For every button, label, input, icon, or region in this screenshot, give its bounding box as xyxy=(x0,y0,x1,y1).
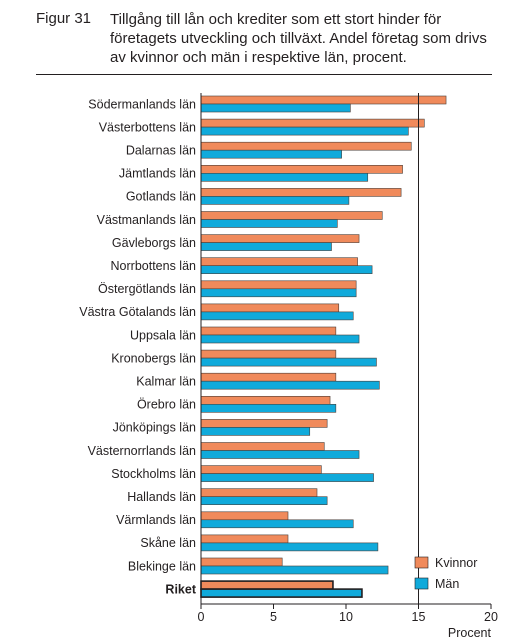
bar-man-gävleborgs-län xyxy=(200,242,332,251)
category-label-västra-götalands-län: Västra Götalands län xyxy=(79,305,196,319)
bar-kvinnor-norrbottens-län xyxy=(200,257,358,267)
category-label-västerbottens-län: Västerbottens län xyxy=(99,120,196,134)
category-label-stockholms-län: Stockholms län xyxy=(111,467,196,481)
category-label-örebro-län: Örebro län xyxy=(137,398,196,412)
bar-kvinnor-dalarnas-län xyxy=(200,141,412,151)
category-label-uppsala-län: Uppsala län xyxy=(130,328,196,342)
category-label-gotlands-län: Gotlands län xyxy=(126,190,196,204)
bar-kvinnor-västernorrlands-län xyxy=(200,442,325,451)
category-label-östergötlands-län: Östergötlands län xyxy=(98,282,196,296)
figure-label: Figur 31 xyxy=(36,10,92,27)
legend: Kvinnor Män xyxy=(414,556,477,591)
bar-man-stockholms-län xyxy=(200,473,374,482)
bar-man-västmanlands-län xyxy=(200,219,338,228)
bars xyxy=(200,95,447,598)
legend-swatch-kvinnor xyxy=(414,556,429,569)
bar-man-skåne-län xyxy=(200,542,379,552)
x-tick-label-10: 10 xyxy=(339,610,353,624)
category-labels: Södermanlands län Västerbottens län Dalarn… xyxy=(79,97,197,596)
category-label-riket: Riket xyxy=(165,582,196,596)
bar-man-kalmar-län xyxy=(200,380,380,390)
bar-man-norrbottens-län xyxy=(200,265,373,275)
category-label-västmanlands-län: Västmanlands län xyxy=(97,213,196,227)
bar-kvinnor-gotlands-län xyxy=(200,188,402,197)
legend-swatch-man xyxy=(414,577,429,590)
bar-kvinnor-södermanlands-län xyxy=(200,95,447,105)
bar-man-örebro-län xyxy=(200,403,337,413)
category-label-dalarnas-län: Dalarnas län xyxy=(126,143,196,157)
x-tick-label-5: 5 xyxy=(270,610,277,624)
bar-kvinnor-uppsala-län xyxy=(200,326,337,336)
bar-kvinnor-hallands-län xyxy=(200,488,318,498)
category-label-jämtlands-län: Jämtlands län xyxy=(119,167,196,181)
bar-man-västernorrlands-län xyxy=(200,450,360,459)
bar-kvinnor-riket xyxy=(200,580,334,590)
x-tick-label-20: 20 xyxy=(484,610,498,624)
category-label-kronobergs-län: Kronobergs län xyxy=(111,351,196,365)
category-label-kalmar-län: Kalmar län xyxy=(136,374,196,388)
x-axis: 0 5 10 15 20 Procent xyxy=(198,93,498,640)
bar-kvinnor-östergötlands-län xyxy=(200,280,357,290)
bar-man-östergötlands-län xyxy=(200,288,357,298)
legend-label-kvinnor: Kvinnor xyxy=(435,556,477,570)
bar-kvinnor-kronobergs-län xyxy=(200,349,337,359)
bar-man-riket xyxy=(200,588,363,598)
category-label-blekinge-län: Blekinge län xyxy=(128,559,196,573)
bar-kvinnor-gävleborgs-län xyxy=(200,234,360,243)
bar-kvinnor-jönköpings-län xyxy=(200,419,328,428)
x-tick-label-0: 0 xyxy=(198,610,205,624)
title-divider xyxy=(36,74,492,75)
bar-kvinnor-västerbottens-län xyxy=(200,118,425,128)
bar-man-gotlands-län xyxy=(200,196,350,205)
bar-man-blekinge-län xyxy=(200,565,389,575)
bar-man-uppsala-län xyxy=(200,334,360,344)
category-label-södermanlands-län: Södermanlands län xyxy=(88,97,196,111)
bar-kvinnor-västra-götalands-län xyxy=(200,303,340,313)
bar-kvinnor-värmlands-län xyxy=(200,511,289,521)
bar-kvinnor-kalmar-län xyxy=(200,372,337,382)
x-axis-label: Procent xyxy=(448,626,492,640)
bar-man-kronobergs-län xyxy=(200,357,377,367)
legend-label-man: Män xyxy=(435,577,459,591)
bar-kvinnor-stockholms-län xyxy=(200,465,322,474)
bar-kvinnor-blekinge-län xyxy=(200,557,283,567)
bar-man-värmlands-län xyxy=(200,519,354,529)
bar-man-dalarnas-län xyxy=(200,149,342,159)
bar-kvinnor-västmanlands-län xyxy=(200,211,383,220)
bar-kvinnor-örebro-län xyxy=(200,395,331,405)
bar-man-jönköpings-län xyxy=(200,427,311,436)
bar-kvinnor-jämtlands-län xyxy=(200,165,403,174)
category-label-värmlands-län: Värmlands län xyxy=(116,513,196,527)
x-tick-label-15: 15 xyxy=(412,610,426,624)
category-label-norrbottens-län: Norrbottens län xyxy=(111,259,197,273)
bar-man-västerbottens-län xyxy=(200,126,409,136)
chart-title: Tillgång till lån och krediter som ett s… xyxy=(110,11,487,66)
category-label-skåne-län: Skåne län xyxy=(140,536,196,550)
bar-man-södermanlands-län xyxy=(200,103,351,113)
bar-kvinnor-skåne-län xyxy=(200,534,289,544)
category-label-gävleborgs-län: Gävleborgs län xyxy=(112,236,196,250)
bar-man-västra-götalands-län xyxy=(200,311,354,321)
bar-man-jämtlands-län xyxy=(200,173,369,182)
category-label-jönköpings-län: Jönköpings län xyxy=(113,421,196,435)
category-label-hallands-län: Hallands län xyxy=(127,490,196,504)
bar-man-hallands-län xyxy=(200,496,328,506)
category-label-västernorrlands-län: Västernorrlands län xyxy=(88,444,196,458)
